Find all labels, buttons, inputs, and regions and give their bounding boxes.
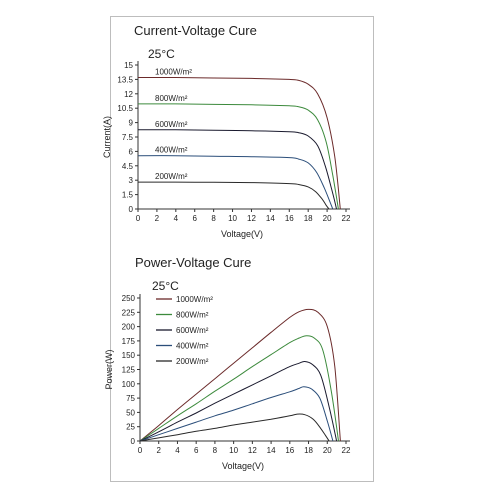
series-line-4 bbox=[137, 155, 334, 210]
series-label: 800W/m² bbox=[155, 94, 188, 103]
series-line-1 bbox=[137, 76, 341, 210]
y-tick-label: 3 bbox=[129, 176, 134, 185]
y-tick-label: 9 bbox=[129, 119, 134, 128]
y-tick-label: 0 bbox=[129, 205, 134, 214]
series-label: 200W/m² bbox=[155, 172, 188, 181]
legend-entry: 600W/m² bbox=[176, 326, 209, 335]
y-tick-label: 15 bbox=[124, 61, 133, 70]
series-label: 1000W/m² bbox=[155, 67, 192, 76]
y-tick-label: 75 bbox=[126, 394, 135, 403]
x-tick-label: 8 bbox=[211, 214, 216, 223]
x-tick-label: 8 bbox=[213, 446, 218, 455]
series-label: 400W/m² bbox=[155, 146, 188, 155]
x-tick-label: 12 bbox=[247, 214, 256, 223]
x-tick-label: 2 bbox=[155, 214, 160, 223]
y-tick-label: 13.5 bbox=[117, 75, 133, 84]
legend-entry: 1000W/m² bbox=[176, 295, 213, 304]
legend-entry: 200W/m² bbox=[176, 357, 209, 366]
x-tick-label: 2 bbox=[157, 446, 162, 455]
x-tick-label: 18 bbox=[304, 446, 313, 455]
x-tick-label: 4 bbox=[175, 446, 180, 455]
x-axis-label: Voltage(V) bbox=[221, 229, 263, 239]
legend-entry: 400W/m² bbox=[176, 342, 209, 351]
y-tick-label: 125 bbox=[122, 366, 136, 375]
x-tick-label: 6 bbox=[194, 446, 199, 455]
y-tick-label: 1.5 bbox=[122, 191, 134, 200]
x-tick-label: 22 bbox=[342, 446, 351, 455]
y-tick-label: 100 bbox=[122, 380, 136, 389]
legend-entry: 800W/m² bbox=[176, 311, 209, 320]
series-line-4 bbox=[139, 386, 334, 442]
series-line-3 bbox=[139, 360, 338, 442]
x-tick-label: 4 bbox=[174, 214, 179, 223]
y-tick-label: 4.5 bbox=[122, 162, 134, 171]
series-line-2 bbox=[137, 103, 339, 210]
x-tick-label: 14 bbox=[266, 214, 275, 223]
series-line-5 bbox=[139, 413, 330, 442]
pv-chart-title: Power-Voltage Cure bbox=[135, 255, 252, 270]
pv-chart-subtitle: 25°C bbox=[152, 279, 179, 293]
series-line-5 bbox=[138, 181, 330, 210]
y-tick-label: 6 bbox=[129, 147, 134, 156]
x-tick-label: 10 bbox=[229, 446, 238, 455]
y-tick-label: 200 bbox=[122, 323, 136, 332]
x-tick-label: 0 bbox=[138, 446, 143, 455]
y-tick-label: 150 bbox=[122, 351, 136, 360]
x-tick-label: 14 bbox=[267, 446, 276, 455]
y-tick-label: 10.5 bbox=[117, 104, 133, 113]
y-tick-label: 0 bbox=[131, 437, 136, 446]
y-tick-label: 7.5 bbox=[122, 133, 134, 142]
y-axis-label: Current(A) bbox=[102, 116, 112, 158]
series-line-1 bbox=[139, 308, 341, 442]
x-tick-label: 0 bbox=[136, 214, 141, 223]
chart-frame bbox=[110, 16, 374, 482]
x-tick-label: 18 bbox=[304, 214, 313, 223]
x-tick-label: 20 bbox=[323, 214, 332, 223]
y-tick-label: 25 bbox=[126, 423, 135, 432]
x-tick-label: 6 bbox=[193, 214, 198, 223]
iv-chart-subtitle: 25°C bbox=[148, 47, 175, 61]
series-line-2 bbox=[139, 335, 339, 442]
x-tick-label: 16 bbox=[285, 214, 294, 223]
x-tick-label: 20 bbox=[323, 446, 332, 455]
x-tick-label: 10 bbox=[228, 214, 237, 223]
y-tick-label: 225 bbox=[122, 308, 136, 317]
y-tick-label: 50 bbox=[126, 408, 135, 417]
y-tick-label: 175 bbox=[122, 337, 136, 346]
iv-chart-title: Current-Voltage Cure bbox=[134, 23, 257, 38]
x-tick-label: 16 bbox=[285, 446, 294, 455]
y-tick-label: 250 bbox=[122, 294, 136, 303]
x-tick-label: 22 bbox=[342, 214, 351, 223]
y-tick-label: 12 bbox=[124, 90, 133, 99]
series-label: 600W/m² bbox=[155, 120, 188, 129]
y-axis-label: Power(W) bbox=[104, 349, 114, 389]
series-line-3 bbox=[137, 129, 337, 210]
x-axis-label: Voltage(V) bbox=[222, 461, 264, 471]
x-tick-label: 12 bbox=[248, 446, 257, 455]
